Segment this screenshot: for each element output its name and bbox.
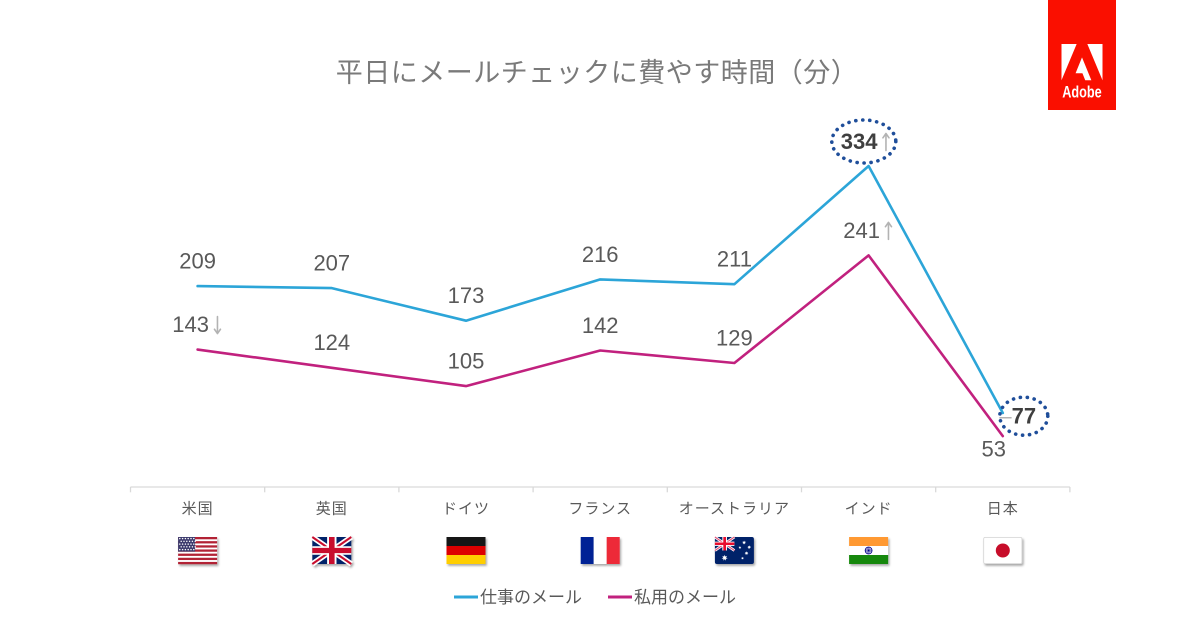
data-label: 173: [448, 283, 485, 308]
data-label: 211: [717, 247, 752, 272]
data-labels: 209 207 173 216 211 334 –77 143 124 105 142 129 241 5…: [172, 118, 1050, 461]
annotation-ring: [829, 118, 898, 165]
category-label: 米国: [182, 501, 214, 518]
adobe-logo-background: [1048, 0, 1116, 110]
flag-australia-icon: [714, 535, 754, 564]
data-label: 142: [582, 313, 619, 338]
data-label: 216: [582, 242, 619, 267]
legend-label-work: 仕事のメール: [480, 588, 582, 607]
category-label: 英国: [316, 500, 348, 518]
adobe-wordmark: Adobe: [1062, 83, 1102, 102]
x-axis: [129, 486, 1071, 493]
data-label: 209: [179, 249, 216, 274]
legend-label-personal: 私用のメール: [634, 588, 736, 607]
flag-uk-icon: [310, 534, 353, 567]
data-label: 207: [313, 250, 350, 275]
data-label: 143: [172, 312, 209, 337]
data-label: –77: [999, 403, 1036, 428]
chart-legend: 仕事のメール 私用のメール: [454, 588, 736, 607]
category-label: 日本: [987, 501, 1019, 518]
category-labels: 米国 英国 ドイツ フランス オーストラリア インド 日本: [182, 500, 1019, 518]
arrow-up-icon: [884, 221, 893, 241]
data-label: 334: [841, 129, 878, 154]
category-label: ドイツ: [442, 501, 490, 518]
data-label: 105: [448, 348, 485, 373]
flag-usa-icon: [178, 537, 218, 565]
arrow-down-icon: [213, 315, 222, 335]
flag-germany-icon: [446, 537, 486, 564]
flag-japan-icon: [983, 537, 1023, 565]
series-line-personal: [196, 254, 1005, 438]
series-line-work: [196, 164, 1005, 415]
flag-france-icon: [580, 537, 620, 564]
data-label: 124: [313, 330, 350, 355]
chart-title: 平日にメールチェックに費やす時間（分）: [335, 58, 859, 88]
category-label: フランス: [568, 501, 632, 518]
data-label: 53: [982, 436, 1006, 461]
data-label: 129: [716, 325, 753, 350]
country-flags: [178, 534, 1023, 567]
arrow-up-icon: [882, 132, 890, 152]
annotation-ring: [997, 395, 1050, 437]
series-lines: [196, 164, 1005, 438]
adobe-logo: Adobe: [1048, 0, 1116, 110]
flag-india-icon: [849, 537, 889, 564]
category-label: オーストラリア: [679, 501, 790, 518]
category-label: インド: [845, 501, 893, 518]
data-label: 241: [843, 218, 880, 243]
